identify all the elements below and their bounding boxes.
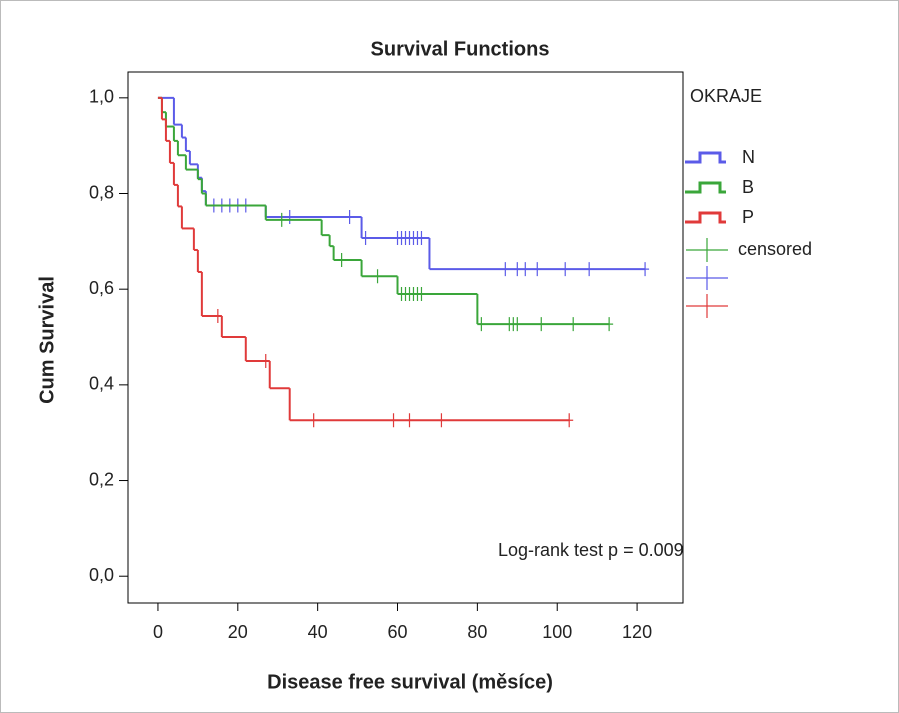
y-tick-label: 1,0 [89,87,114,107]
y-axis-label: Cum Survival [36,276,58,404]
x-axis-label: Disease free survival (měsíce) [267,671,553,693]
x-tick-label: 60 [387,622,407,642]
legend-label: P [742,207,754,227]
x-tick-label: 100 [542,622,572,642]
legend-swatch [685,181,726,194]
y-tick-label: 0,8 [89,182,114,202]
censor-mark [437,413,446,428]
x-tick-label: 120 [622,622,652,642]
censor-mark [345,209,354,224]
censor-mark [417,230,426,245]
censor-mark [285,209,294,224]
censor-mark [605,317,614,332]
legend-label: censored [738,239,812,259]
censor-mark [513,262,522,277]
legend-swatch [685,211,726,224]
plot-frame [127,71,684,604]
censor-mark [533,262,542,277]
y-tick-label: 0,0 [89,565,114,585]
legend-label: N [742,147,755,167]
censor-mark [405,413,414,428]
censor-mark [417,286,426,301]
legend-censor-swatch [686,238,728,262]
censor-mark [585,262,594,277]
censor-mark [261,353,270,368]
annotation: Log-rank test p = 0.009 [498,540,684,560]
x-tick-label: 20 [228,622,248,642]
censor-mark [537,317,546,332]
censor-mark [361,230,370,245]
censor-mark [561,262,570,277]
censor-mark [277,212,286,227]
censor-mark [309,413,318,428]
legend-title: OKRAJE [690,86,762,106]
legend-censor-swatch [686,294,728,318]
censor-mark [569,317,578,332]
censor-mark [501,262,510,277]
censor-mark [513,317,522,332]
y-tick-label: 0,4 [89,374,114,394]
legend-censor-swatch [686,266,728,290]
x-tick-label: 0 [153,622,163,642]
x-tick-label: 80 [467,622,487,642]
legend-label: B [742,177,754,197]
legend-swatch [685,151,726,164]
censor-mark [641,262,650,277]
censor-mark [521,262,530,277]
censor-mark [373,269,382,284]
censor-mark [477,317,486,332]
y-tick-label: 0,6 [89,278,114,298]
chart-title: Survival Functions [371,38,550,60]
y-tick-label: 0,2 [89,469,114,489]
censor-mark [389,413,398,428]
censor-mark [565,413,574,428]
x-tick-label: 40 [308,622,328,642]
censor-mark [337,253,346,268]
censor-mark [213,308,222,323]
